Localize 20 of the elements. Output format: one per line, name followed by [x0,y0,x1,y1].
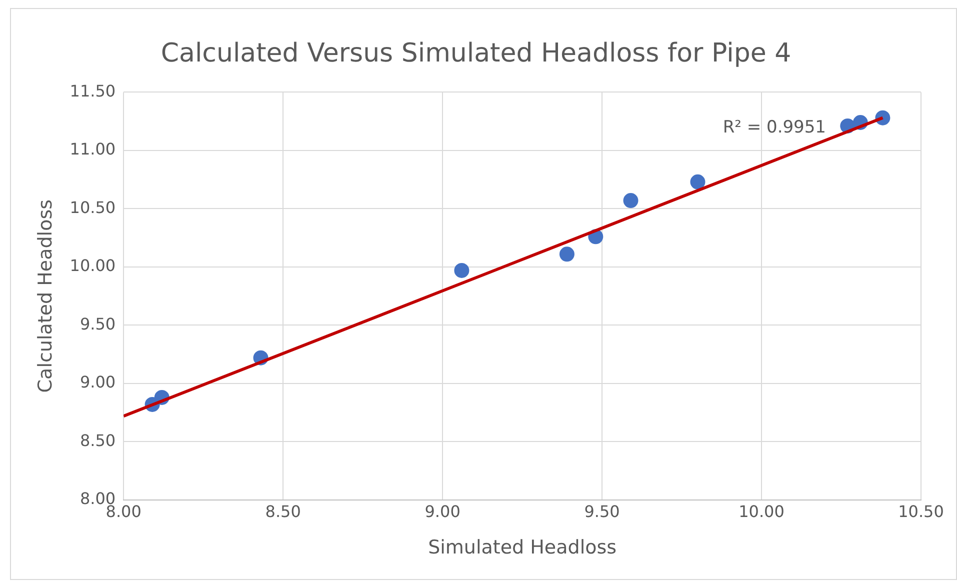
point [623,193,638,208]
x-tick-label: 9.00 [424,502,460,521]
x-tick-label: 10.00 [738,502,784,521]
annotation: R² = 0.9951 [722,118,826,138]
chart-title: Calculated Versus Simulated Headloss for Pipe 4 [160,38,792,68]
x-tick-label: 8.50 [265,502,301,521]
x-tick-label: 9.50 [584,502,620,521]
y-tick-label: 11.00 [70,140,116,159]
x-tick-label: 10.50 [898,502,944,521]
y-tick-label: 8.50 [80,430,116,450]
y-tick-label: 10.00 [70,256,116,276]
y-tick-label: 10.50 [70,198,116,217]
point [690,174,706,190]
point [559,246,574,262]
y-tick-label: 9.50 [80,314,116,334]
y-tick-label: 11.50 [70,81,116,100]
y-tick-label: 9.00 [80,372,116,392]
x-axis-title: Simulated Headloss [428,536,617,559]
point [454,262,470,278]
y-axis-title: Calculated Headloss [34,199,56,393]
